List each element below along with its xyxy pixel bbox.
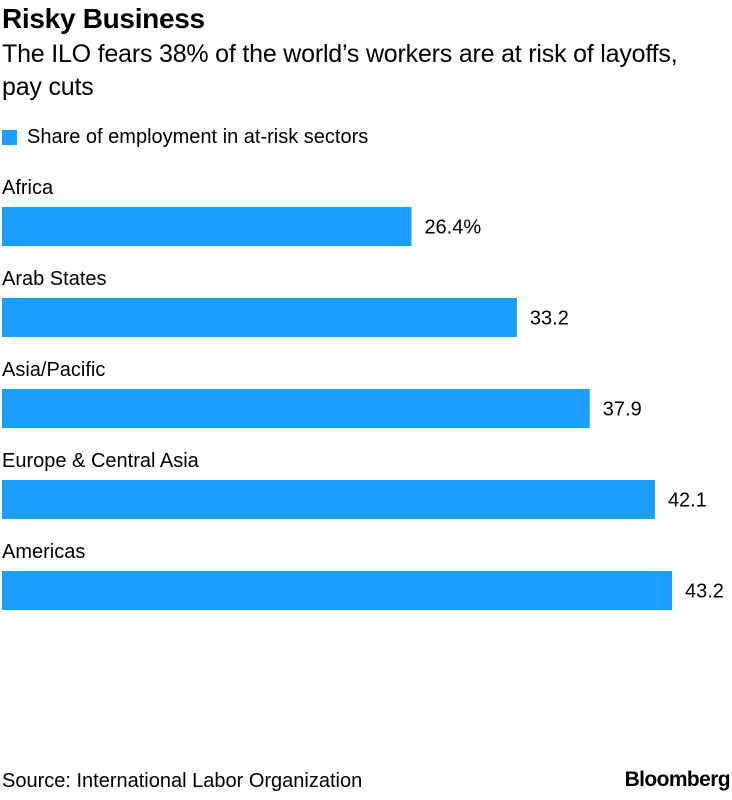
legend-label: Share of employment in at-risk sectors xyxy=(27,125,369,148)
data-label: 43.2 xyxy=(685,581,724,603)
data-label: 33.2 xyxy=(530,308,569,330)
chart-title: Risky Business xyxy=(2,3,205,34)
chart-subtitle: The ILO fears 38% of the world’s workers… xyxy=(2,40,678,101)
category-label: Africa xyxy=(2,177,54,199)
category-label: Europe & Central Asia xyxy=(2,450,200,472)
bar xyxy=(2,571,672,610)
data-label: 26.4% xyxy=(424,217,481,239)
bloomberg-logo: Bloomberg xyxy=(624,768,731,791)
legend: Share of employment in at-risk sectors xyxy=(2,124,368,150)
category-label: Americas xyxy=(2,541,85,563)
legend-swatch xyxy=(2,129,17,145)
category-label: Arab States xyxy=(2,268,107,290)
category-label: Asia/Pacific xyxy=(2,359,105,381)
bar xyxy=(2,389,590,428)
data-label: 42.1 xyxy=(668,490,707,512)
bar xyxy=(2,480,655,519)
source-note: Source: International Labor Organization xyxy=(2,770,363,792)
bar xyxy=(2,207,412,246)
data-label: 37.9 xyxy=(603,399,642,421)
bar xyxy=(2,298,517,337)
